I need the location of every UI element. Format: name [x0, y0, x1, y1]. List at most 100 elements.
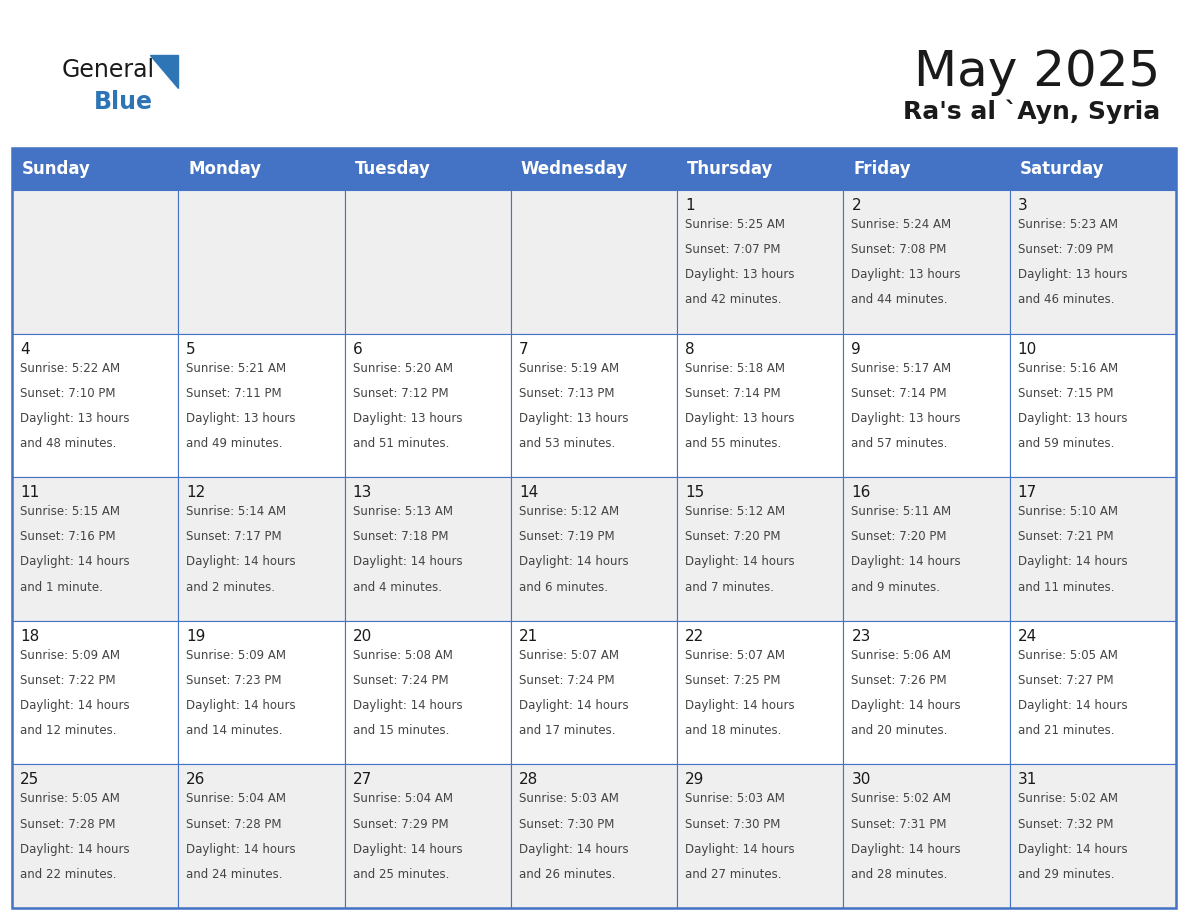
Text: and 48 minutes.: and 48 minutes. [20, 437, 116, 450]
Bar [12, 477, 178, 621]
Bar [843, 148, 1010, 190]
Bar [843, 477, 1010, 621]
Text: Daylight: 13 hours: Daylight: 13 hours [519, 412, 628, 425]
Text: 26: 26 [187, 772, 206, 788]
Text: Daylight: 13 hours: Daylight: 13 hours [685, 412, 795, 425]
Text: Sunset: 7:14 PM: Sunset: 7:14 PM [852, 386, 947, 399]
Bar [677, 333, 843, 477]
Text: Daylight: 13 hours: Daylight: 13 hours [187, 412, 296, 425]
Text: Sunset: 7:26 PM: Sunset: 7:26 PM [852, 674, 947, 687]
Text: and 46 minutes.: and 46 minutes. [1018, 294, 1114, 307]
Text: Daylight: 14 hours: Daylight: 14 hours [353, 700, 462, 712]
Bar [677, 765, 843, 908]
Bar [178, 148, 345, 190]
Text: Daylight: 13 hours: Daylight: 13 hours [20, 412, 129, 425]
Text: Daylight: 14 hours: Daylight: 14 hours [187, 555, 296, 568]
Text: Sunrise: 5:07 AM: Sunrise: 5:07 AM [519, 649, 619, 662]
Text: and 27 minutes.: and 27 minutes. [685, 868, 782, 880]
Text: 4: 4 [20, 341, 30, 356]
Text: Sunrise: 5:08 AM: Sunrise: 5:08 AM [353, 649, 453, 662]
Text: Sunrise: 5:05 AM: Sunrise: 5:05 AM [1018, 649, 1118, 662]
Text: and 57 minutes.: and 57 minutes. [852, 437, 948, 450]
Text: Daylight: 13 hours: Daylight: 13 hours [1018, 412, 1127, 425]
Text: Daylight: 14 hours: Daylight: 14 hours [1018, 555, 1127, 568]
Bar [511, 477, 677, 621]
Bar [178, 190, 345, 333]
Text: 19: 19 [187, 629, 206, 644]
Text: Sunset: 7:21 PM: Sunset: 7:21 PM [1018, 531, 1113, 543]
Bar [677, 190, 843, 333]
Text: Daylight: 14 hours: Daylight: 14 hours [685, 700, 795, 712]
Text: Daylight: 14 hours: Daylight: 14 hours [519, 843, 628, 856]
Bar [345, 765, 511, 908]
Text: Sunrise: 5:07 AM: Sunrise: 5:07 AM [685, 649, 785, 662]
Text: Daylight: 14 hours: Daylight: 14 hours [685, 555, 795, 568]
Text: Daylight: 14 hours: Daylight: 14 hours [1018, 700, 1127, 712]
Text: and 15 minutes.: and 15 minutes. [353, 724, 449, 737]
Text: and 26 minutes.: and 26 minutes. [519, 868, 615, 880]
Text: 3: 3 [1018, 198, 1028, 213]
Text: Daylight: 14 hours: Daylight: 14 hours [20, 700, 129, 712]
Text: Sunrise: 5:04 AM: Sunrise: 5:04 AM [187, 792, 286, 805]
Bar [178, 765, 345, 908]
Bar [345, 621, 511, 765]
Text: Sunrise: 5:22 AM: Sunrise: 5:22 AM [20, 362, 120, 375]
Text: Daylight: 14 hours: Daylight: 14 hours [519, 555, 628, 568]
Text: Sunrise: 5:09 AM: Sunrise: 5:09 AM [187, 649, 286, 662]
Text: Sunrise: 5:19 AM: Sunrise: 5:19 AM [519, 362, 619, 375]
Text: Sunrise: 5:16 AM: Sunrise: 5:16 AM [1018, 362, 1118, 375]
Text: Sunset: 7:24 PM: Sunset: 7:24 PM [519, 674, 614, 687]
Text: Sunrise: 5:06 AM: Sunrise: 5:06 AM [852, 649, 952, 662]
Text: Sunrise: 5:13 AM: Sunrise: 5:13 AM [353, 505, 453, 518]
Text: and 21 minutes.: and 21 minutes. [1018, 724, 1114, 737]
Text: 24: 24 [1018, 629, 1037, 644]
Text: Daylight: 13 hours: Daylight: 13 hours [852, 412, 961, 425]
Text: Monday: Monday [188, 160, 261, 178]
Text: Daylight: 14 hours: Daylight: 14 hours [187, 700, 296, 712]
Text: Sunset: 7:32 PM: Sunset: 7:32 PM [1018, 818, 1113, 831]
Text: Daylight: 14 hours: Daylight: 14 hours [20, 555, 129, 568]
Text: and 24 minutes.: and 24 minutes. [187, 868, 283, 880]
Text: 8: 8 [685, 341, 695, 356]
Text: and 6 minutes.: and 6 minutes. [519, 580, 608, 594]
Bar [345, 190, 511, 333]
Text: 16: 16 [852, 486, 871, 500]
Bar [345, 148, 511, 190]
Polygon shape [150, 55, 178, 88]
Text: Sunrise: 5:18 AM: Sunrise: 5:18 AM [685, 362, 785, 375]
Text: 27: 27 [353, 772, 372, 788]
Text: and 14 minutes.: and 14 minutes. [187, 724, 283, 737]
Bar [178, 621, 345, 765]
Text: Sunrise: 5:24 AM: Sunrise: 5:24 AM [852, 218, 952, 231]
Bar [12, 621, 178, 765]
Bar [178, 333, 345, 477]
Text: Sunset: 7:30 PM: Sunset: 7:30 PM [685, 818, 781, 831]
Text: Sunset: 7:29 PM: Sunset: 7:29 PM [353, 818, 448, 831]
Text: 12: 12 [187, 486, 206, 500]
Text: Sunset: 7:16 PM: Sunset: 7:16 PM [20, 531, 115, 543]
Bar [12, 190, 178, 333]
Text: Daylight: 14 hours: Daylight: 14 hours [685, 843, 795, 856]
Bar [12, 148, 178, 190]
Text: Sunset: 7:30 PM: Sunset: 7:30 PM [519, 818, 614, 831]
Text: and 53 minutes.: and 53 minutes. [519, 437, 615, 450]
Text: Sunrise: 5:12 AM: Sunrise: 5:12 AM [685, 505, 785, 518]
Text: and 11 minutes.: and 11 minutes. [1018, 580, 1114, 594]
Text: 13: 13 [353, 486, 372, 500]
Text: and 2 minutes.: and 2 minutes. [187, 580, 276, 594]
Text: Sunrise: 5:11 AM: Sunrise: 5:11 AM [852, 505, 952, 518]
Text: and 59 minutes.: and 59 minutes. [1018, 437, 1114, 450]
Text: 2: 2 [852, 198, 861, 213]
Text: Sunset: 7:28 PM: Sunset: 7:28 PM [20, 818, 115, 831]
Text: and 7 minutes.: and 7 minutes. [685, 580, 775, 594]
Text: and 44 minutes.: and 44 minutes. [852, 294, 948, 307]
Text: Sunrise: 5:05 AM: Sunrise: 5:05 AM [20, 792, 120, 805]
Text: Sunset: 7:08 PM: Sunset: 7:08 PM [852, 243, 947, 256]
Text: 22: 22 [685, 629, 704, 644]
Text: Daylight: 14 hours: Daylight: 14 hours [20, 843, 129, 856]
Bar [511, 765, 677, 908]
Bar [1010, 621, 1176, 765]
Text: Sunset: 7:18 PM: Sunset: 7:18 PM [353, 531, 448, 543]
Text: 1: 1 [685, 198, 695, 213]
Text: 31: 31 [1018, 772, 1037, 788]
